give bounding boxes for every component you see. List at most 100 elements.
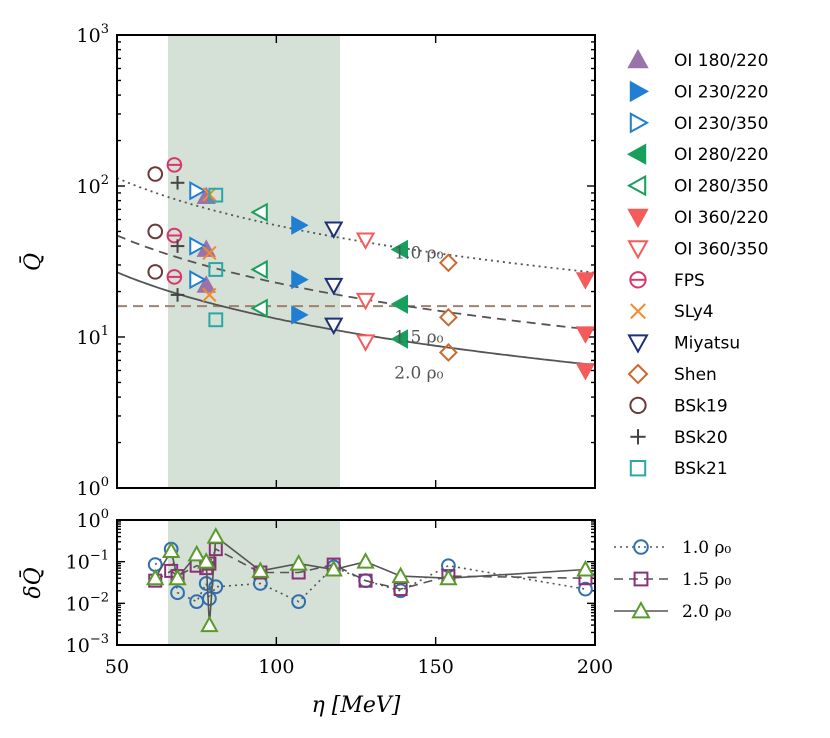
residual-point-solid	[576, 559, 595, 577]
point-oi-360-350	[355, 292, 376, 311]
point-bsk20	[170, 176, 185, 190]
point-shen	[438, 307, 458, 327]
top-plot-area	[117, 157, 595, 381]
point-shen	[438, 253, 458, 273]
point-bsk21	[208, 312, 224, 328]
residual-point-solid	[439, 568, 458, 586]
legend-marker-oi-280-350	[626, 174, 647, 197]
legend-marker-oi-280-220	[626, 143, 647, 165]
point-oi-280-220	[390, 329, 409, 349]
point-oi-230-220	[291, 215, 309, 235]
point-bsk20	[170, 239, 185, 253]
legend-marker-bsk20	[630, 429, 646, 445]
bottom-xtick-label: 150	[418, 656, 454, 678]
point-fps	[166, 269, 183, 285]
top-ytick-label: 103	[77, 22, 109, 47]
fit-curve-rho1.0	[117, 177, 595, 274]
legend-marker-oi-230-220	[629, 80, 650, 103]
legend-marker-oi-180-220	[627, 48, 649, 69]
legend-marker-oi-230-350	[629, 112, 650, 134]
point-fps	[166, 227, 183, 244]
x-axis-label: η [MeV]	[312, 693, 401, 718]
point-oi-280-350	[250, 298, 268, 318]
bottom-xtick-label: 50	[105, 656, 129, 678]
residual-point-solid	[356, 552, 375, 569]
point-oi-360-350	[355, 334, 376, 352]
fit-curve-rho2.0	[117, 271, 595, 366]
point-oi-230-350	[189, 236, 207, 256]
point-oi-360-350	[355, 232, 376, 250]
legend-label: OI 360/350	[674, 239, 768, 259]
bottom-axes-frame	[116, 519, 596, 646]
legend-label: SLy4	[674, 302, 714, 322]
bottom-xtick-label: 200	[577, 656, 613, 678]
point-oi-280-350	[250, 202, 268, 222]
legend-label: OI 230/220	[674, 82, 768, 102]
legend-label: BSk19	[674, 396, 728, 416]
legend-label: 1.5 ρ₀	[682, 570, 731, 590]
point-bsk21	[208, 187, 224, 203]
residual-line-solid	[154, 535, 586, 626]
legend-label: 1.0 ρ₀	[682, 538, 731, 558]
residual-point-solid	[187, 544, 206, 562]
bottom-ytick-label: 10−1	[66, 549, 109, 574]
legend-marker-solid	[631, 600, 651, 619]
residual-point-solid	[146, 568, 165, 586]
legend-marker-oi-360-350	[627, 240, 649, 260]
fit-curve-rho1.5	[117, 234, 595, 331]
residual-point-solid	[391, 566, 410, 584]
curve-label-rho1.5: 1.5 ρ₀	[394, 327, 443, 347]
legend-marker-dotted	[633, 539, 649, 555]
residual-point-solid	[251, 561, 270, 578]
top-axes-frame	[116, 34, 596, 489]
legend-marker-sly4	[630, 303, 646, 320]
legend-label: Shen	[674, 365, 717, 385]
point-sly4	[202, 245, 217, 261]
top-shaded-region	[167, 35, 341, 488]
point-oi-230-220	[291, 269, 309, 290]
point-miyatsu	[323, 221, 344, 239]
legend-marker-bsk19	[629, 396, 647, 415]
top-ytick-label: 100	[77, 475, 109, 500]
point-oi-360-220	[575, 363, 595, 381]
top-legend: OI 180/220 OI 230/220 OI 230/350 OI 280/220…	[626, 48, 768, 479]
residual-point-solid	[197, 552, 216, 569]
legend-marker-bsk21	[629, 460, 647, 477]
legend-label: OI 360/220	[674, 208, 768, 228]
point-bsk19	[147, 166, 164, 182]
curve-label-rho1.0: 1.0 ρ₀	[394, 244, 443, 264]
point-oi-280-220	[390, 239, 409, 260]
top-ytick-label: 102	[77, 173, 109, 198]
residual-point-dotted	[202, 591, 217, 606]
point-oi-280-350	[250, 259, 268, 280]
bottom-ytick-label: 100	[77, 507, 109, 532]
point-oi-230-350	[189, 181, 207, 201]
point-fps	[166, 157, 183, 173]
residual-point-dotted	[208, 579, 224, 595]
legend-label: FPS	[674, 271, 705, 291]
bottom-ytick-label: 10−2	[66, 590, 109, 615]
point-oi-360-220	[575, 326, 595, 344]
legend-marker-miyatsu	[627, 334, 649, 354]
curve-label-rho2.0: 2.0 ρ₀	[394, 364, 443, 384]
bottom-xtick-label: 100	[258, 656, 294, 678]
residual-point-solid	[200, 615, 219, 633]
legend-label: BSk20	[674, 428, 728, 448]
top-panel: 100 101 102 103 1.0 ρ₀ 1.5 ρ₀ 2.0 ρ₀	[77, 22, 596, 500]
legend-marker-fps	[629, 271, 647, 289]
point-sly4	[202, 287, 217, 303]
residual-point-solid	[206, 527, 225, 544]
legend-label: OI 280/350	[674, 177, 768, 197]
residual-point-solid	[324, 559, 343, 577]
point-oi-280-220	[390, 294, 409, 314]
residual-point-solid	[289, 554, 308, 571]
legend-label: OI 280/220	[674, 145, 768, 165]
point-oi-230-220	[291, 305, 309, 325]
point-bsk21	[208, 262, 224, 277]
legend-marker-oi-360-220	[627, 208, 649, 229]
residual-point-dotted	[189, 594, 205, 609]
legend-marker-dashed	[633, 571, 649, 587]
point-miyatsu	[323, 277, 344, 296]
legend-label: OI 230/350	[674, 114, 768, 134]
